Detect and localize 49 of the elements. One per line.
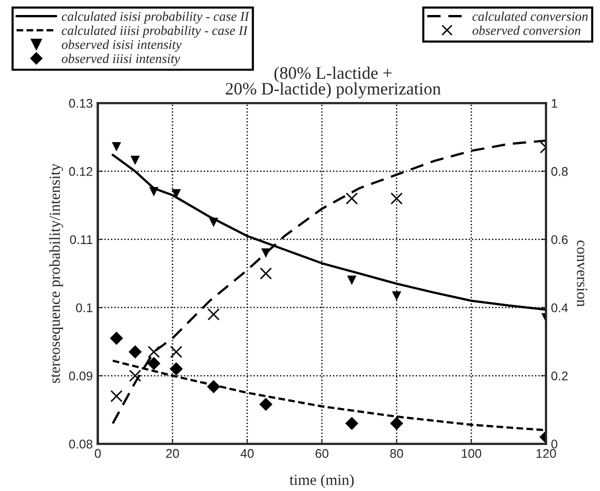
y2-axis-title: conversion — [576, 240, 588, 307]
legend-label: observed iiisi intensity — [62, 54, 180, 66]
point — [110, 332, 124, 345]
y2-tick-label: 0.8 — [551, 167, 568, 176]
legend-label: calculated conversion — [472, 12, 588, 21]
y2-tick-label: 0.6 — [551, 235, 568, 244]
x-tick-label: 60 — [316, 449, 328, 458]
y-tick-label: 0.13 — [69, 98, 92, 108]
legend-label: observed isisi intensity — [62, 40, 182, 52]
chart-title: (80% L-lactide + 20% D-lactide) polymerization — [226, 66, 441, 98]
point — [170, 362, 183, 376]
point — [390, 192, 403, 205]
point — [345, 416, 358, 430]
legend-label: calculated isisi probability - case II — [62, 12, 250, 24]
point — [110, 390, 123, 402]
y-tick-label: 0.11 — [70, 235, 92, 244]
point — [130, 156, 140, 166]
point — [260, 267, 272, 280]
point — [346, 192, 358, 205]
x-tick-label: 80 — [390, 449, 404, 458]
x-tick-label: 20 — [166, 449, 179, 458]
y-axis-title: stereosequence probability/intensity — [49, 163, 64, 383]
point — [392, 291, 402, 301]
x-tick-label: 0 — [94, 449, 101, 458]
x-tick-label: 40 — [240, 449, 254, 458]
point — [261, 248, 271, 258]
x-axis-title: time (min) — [290, 474, 354, 488]
y-tick-label: 0.12 — [69, 167, 92, 176]
point — [170, 346, 182, 358]
x-tick-label: 100 — [462, 449, 482, 458]
point — [147, 356, 160, 370]
point — [208, 308, 220, 320]
point — [148, 346, 160, 358]
y2-tick-label: 0.2 — [551, 372, 568, 380]
y-tick-label: 0.08 — [69, 440, 92, 449]
point — [112, 142, 122, 152]
legend-label: observed conversion — [472, 26, 580, 35]
y-tick-label: 0.09 — [69, 372, 92, 380]
x-tick-label: 120 — [536, 449, 556, 458]
point — [259, 398, 272, 411]
y-tick-label: 0.1 — [76, 303, 92, 312]
y2-tick-label: 0.4 — [551, 303, 568, 312]
y2-tick-label: 1 — [552, 99, 558, 108]
legend-label: calculated iiisi probability - case II — [62, 26, 248, 38]
y2-tick-label: 0 — [551, 440, 558, 449]
point — [128, 345, 142, 358]
point — [347, 276, 356, 285]
point — [129, 370, 142, 382]
point — [390, 416, 404, 430]
